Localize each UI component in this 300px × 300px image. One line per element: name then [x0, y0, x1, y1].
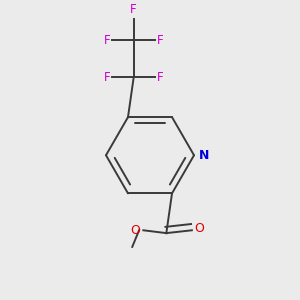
Text: F: F: [157, 71, 164, 84]
Text: F: F: [103, 71, 110, 84]
Text: F: F: [103, 34, 110, 47]
Text: O: O: [195, 222, 205, 236]
Text: O: O: [130, 224, 140, 237]
Text: F: F: [130, 3, 137, 16]
Text: F: F: [157, 34, 164, 47]
Text: N: N: [199, 149, 209, 162]
